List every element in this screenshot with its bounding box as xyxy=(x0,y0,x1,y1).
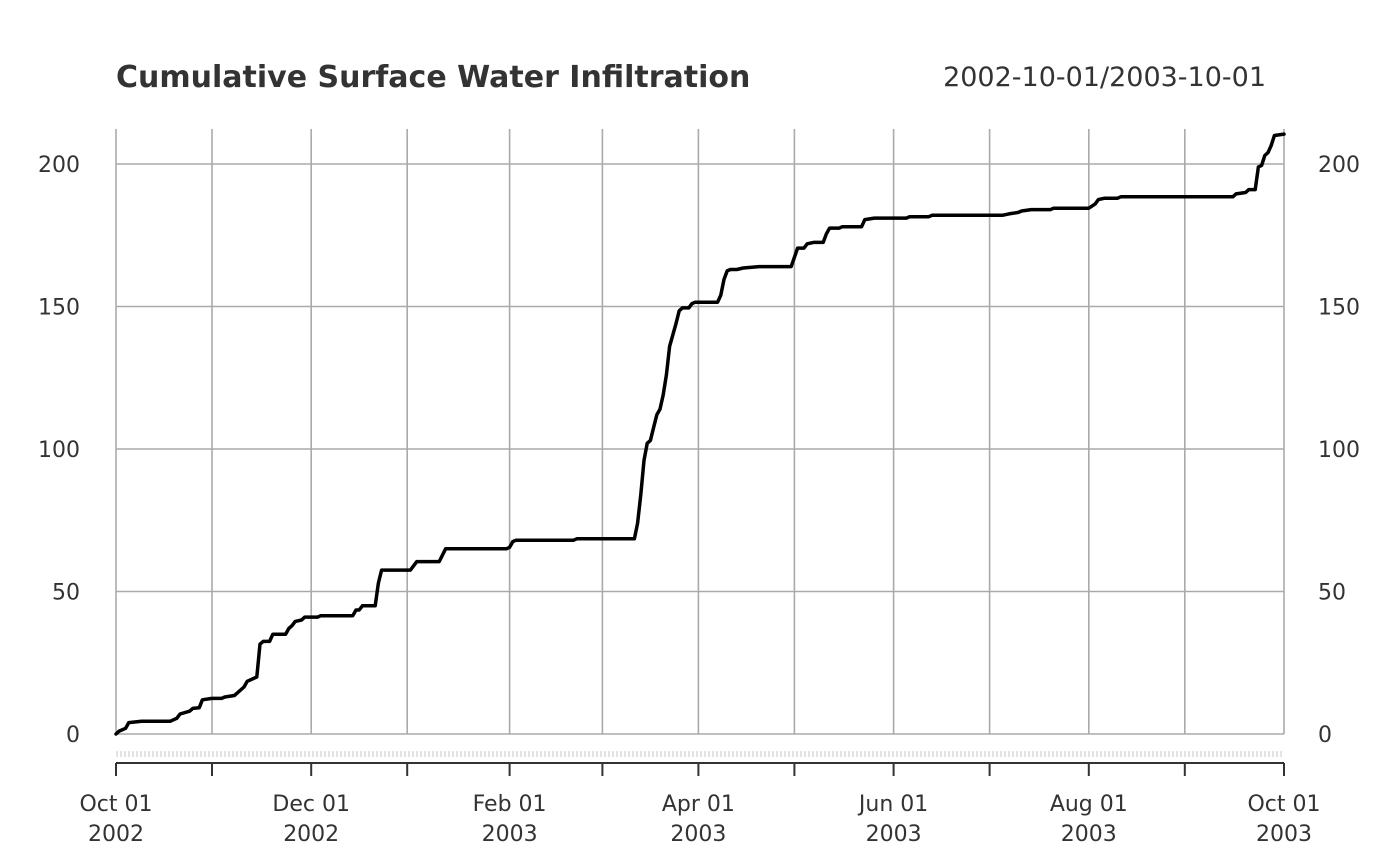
y-tick-label-right: 0 xyxy=(1318,723,1332,748)
x-tick-label: Aug 01 xyxy=(1050,792,1128,817)
y-tick-label-right: 100 xyxy=(1318,438,1360,463)
x-tick-year-label: 2003 xyxy=(1061,822,1117,847)
y-tick-label-right: 200 xyxy=(1318,153,1360,178)
x-tick-label: Oct 01 xyxy=(79,792,152,817)
y-tick-label: 200 xyxy=(38,153,80,178)
x-tick-label: Jun 01 xyxy=(857,792,928,817)
x-tick-year-label: 2002 xyxy=(88,822,144,847)
x-tick-year-label: 2002 xyxy=(283,822,339,847)
y-tick-label: 50 xyxy=(52,581,80,606)
y-tick-label: 150 xyxy=(38,296,80,321)
x-tick-label: Oct 01 xyxy=(1247,792,1320,817)
x-tick-label: Feb 01 xyxy=(473,792,547,817)
y-tick-label: 100 xyxy=(38,438,80,463)
x-tick-label: Apr 01 xyxy=(662,792,735,817)
y-tick-label-right: 150 xyxy=(1318,296,1360,321)
x-tick-year-label: 2003 xyxy=(1256,822,1312,847)
chart-title: Cumulative Surface Water Infiltration xyxy=(116,60,750,95)
date-range-label: 2002-10-01/2003-10-01 xyxy=(943,62,1266,93)
x-tick-year-label: 2003 xyxy=(670,822,726,847)
y-tick-label: 0 xyxy=(66,723,80,748)
x-axis: Oct 01 2002 Dec 01 2002 Feb 01 2003 Apr 01 2003… xyxy=(79,751,1321,847)
series-line xyxy=(114,132,1286,736)
grid xyxy=(115,129,1285,735)
y-axis-right: 0 50 100 150 200 xyxy=(1318,153,1360,748)
x-tick-year-label: 2003 xyxy=(482,822,538,847)
series-group xyxy=(114,132,1286,736)
y-tick-label-right: 50 xyxy=(1318,581,1346,606)
y-axis-left: 0 50 100 150 200 xyxy=(38,153,80,748)
x-tick-year-label: 2003 xyxy=(866,822,922,847)
x-tick-label: Dec 01 xyxy=(272,792,350,817)
